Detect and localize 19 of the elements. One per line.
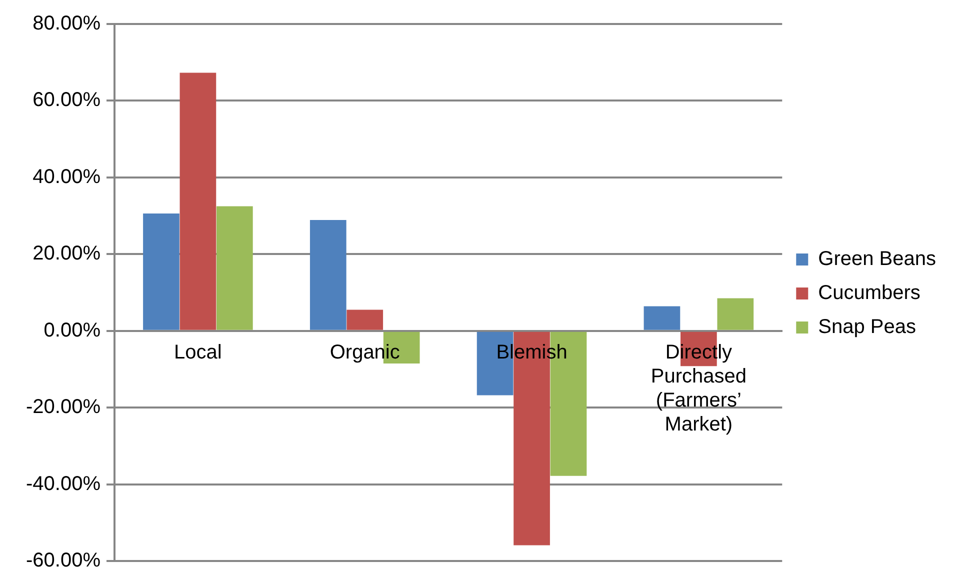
x-tick-label: Local <box>174 341 222 364</box>
legend-label: Green Beans <box>818 248 936 270</box>
y-tick-label: 20.00% <box>32 242 101 265</box>
y-tick-label: -20.00% <box>26 396 101 418</box>
y-tick-label: -60.00% <box>26 550 101 572</box>
bar <box>644 306 680 330</box>
y-tick-label: 0.00% <box>44 319 101 342</box>
legend-label: Cucumbers <box>818 282 920 304</box>
bar <box>143 213 180 330</box>
bar <box>216 206 253 330</box>
bar <box>346 310 384 330</box>
y-tick-label: 60.00% <box>32 89 101 112</box>
y-tick-label: 40.00% <box>32 166 101 188</box>
bar <box>310 220 346 330</box>
y-tick-label: -40.00% <box>26 472 101 495</box>
bar <box>180 72 216 330</box>
bar <box>717 298 754 330</box>
legend-label: Snap Peas <box>818 316 916 338</box>
y-tick-label: 80.00% <box>32 12 101 35</box>
